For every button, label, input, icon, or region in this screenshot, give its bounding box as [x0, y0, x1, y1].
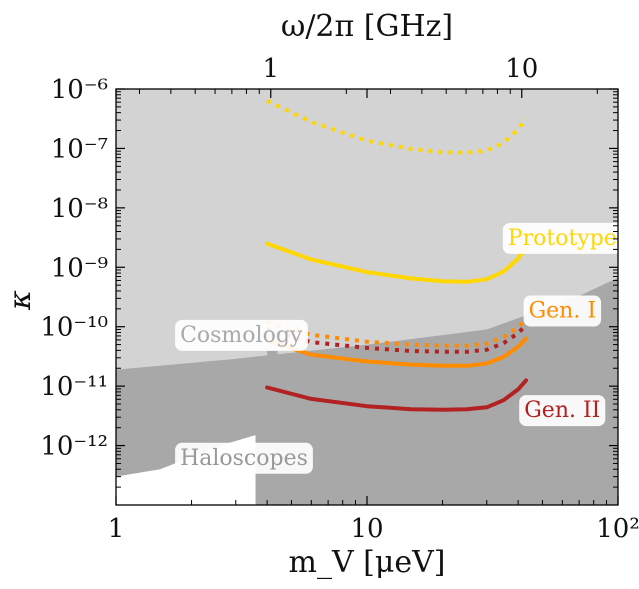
- y-tick-label: 10⁻⁹: [51, 253, 108, 283]
- annotation-prototype: Prototype: [502, 222, 622, 254]
- gen-i-curve: [265, 336, 528, 368]
- x-tick-label: 10²: [596, 514, 639, 544]
- gen-ii-curve: [265, 378, 528, 412]
- annotation-box: [175, 442, 313, 474]
- annotation-label: Gen. I: [529, 299, 596, 324]
- series-layer: [265, 99, 528, 412]
- annotation-label: Prototype: [508, 226, 617, 251]
- regions-layer: [116, 89, 618, 505]
- projection-dotted-curve: [266, 323, 528, 354]
- annotation-label: Gen. II: [524, 398, 600, 423]
- annotation-cosmology: Cosmology: [175, 319, 308, 351]
- haloscope-band: [528, 448, 573, 452]
- annotation-box: [502, 222, 622, 254]
- y-tick-label: 10⁻⁷: [51, 134, 108, 164]
- x-axis-title: m_V [μeV]: [289, 545, 446, 580]
- haloscope-band: [363, 404, 369, 505]
- annotation-layer: Prototype Gen. I Gen. II Cosmology Haloscope…: [175, 222, 622, 474]
- haloscope-band: [392, 350, 396, 505]
- x2-tick-label: 10: [505, 54, 538, 84]
- annotation-label: Haloscopes: [180, 446, 308, 471]
- haloscope-band: [318, 350, 322, 505]
- haloscope-band: [418, 350, 458, 400]
- cosmology-region: [116, 89, 618, 370]
- annotation-box: [519, 395, 606, 427]
- annotation-gen-ii: Gen. II: [519, 395, 606, 427]
- prototype-curve: [265, 241, 528, 284]
- annotation-box: [175, 319, 308, 351]
- annotation-gen-i: Gen. I: [523, 295, 602, 327]
- annotation-label: Cosmology: [180, 323, 303, 348]
- haloscope-band: [466, 350, 491, 505]
- y-tick-label: 10⁻¹²: [40, 432, 108, 462]
- y-tick-label: 10⁻¹¹: [40, 372, 108, 402]
- y-axis-title: κ: [3, 290, 38, 311]
- haloscope-band: [267, 350, 278, 405]
- ticks-layer: 1 10 10² 1 10 10⁻¹² 10⁻¹¹ 10⁻¹⁰ 10⁻⁹ 10⁻⁸ 10⁻⁷ 10⁻⁶: [40, 54, 639, 544]
- y-tick-label: 10⁻¹⁰: [40, 313, 108, 343]
- y-tick-label: 10⁻⁸: [51, 194, 108, 224]
- annotation-haloscopes: Haloscopes: [175, 442, 313, 474]
- projection-dotted-curve: [266, 317, 528, 348]
- x-tick-label: 10: [350, 514, 383, 544]
- x2-tick-label: 1: [262, 54, 279, 84]
- x2-axis-title: ω/2π [GHz]: [281, 9, 453, 44]
- annotation-box: [523, 295, 602, 327]
- y-tick-label: 10⁻⁶: [51, 75, 108, 105]
- x-tick-label: 1: [108, 514, 125, 544]
- haloscope-band: [408, 350, 410, 505]
